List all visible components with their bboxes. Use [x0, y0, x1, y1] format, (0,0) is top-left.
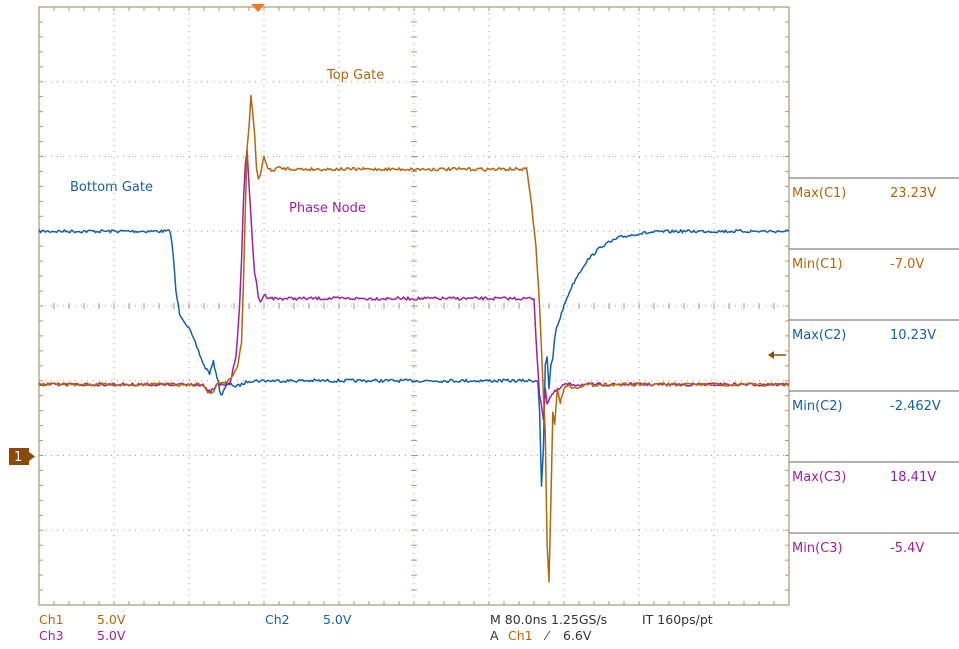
annotation-top-gate: Top Gate	[326, 68, 384, 83]
measurement-panel: Max(C1) 23.23V Min(C1) -7.0V Max(C2) 10.23V Mi…	[789, 177, 959, 556]
ch3-scale: 5.0V	[97, 628, 126, 643]
measurement-row: Max(C1) 23.23V	[789, 177, 959, 201]
annotation-phase-node: Phase Node	[289, 201, 366, 216]
trace-ch1	[38, 94, 790, 583]
measurement-value: -5.4V	[890, 541, 924, 556]
channel-1-ground-marker: 1	[9, 448, 35, 465]
measurement-value: -2.462V	[890, 399, 941, 414]
measurement-label: Max(C2)	[792, 328, 846, 343]
measurement-label: Min(C1)	[792, 257, 843, 272]
ch1-scale: 5.0V	[97, 612, 126, 627]
measurement-row: Min(C3) -5.4V	[789, 532, 959, 556]
trigger-channel: Ch1	[508, 628, 533, 643]
measurement-row: Min(C2) -2.462V	[789, 390, 959, 414]
channel-readouts: Ch1 5.0V Ch3 5.0V Ch2 5.0V	[39, 612, 352, 643]
measurement-label: Max(C3)	[792, 470, 846, 485]
timebase-readout: M 80.0ns 1.25GS/s IT 160ps/pt A Ch1 ⁄ 6.…	[490, 612, 713, 643]
ch2-scale: 5.0V	[323, 612, 352, 627]
channel-1-marker-label: 1	[14, 450, 22, 465]
measurement-value: 10.23V	[890, 328, 936, 343]
annotation-bottom-gate: Bottom Gate	[70, 180, 153, 195]
ch1-label: Ch1	[39, 612, 64, 627]
trigger-prefix: A	[490, 628, 499, 643]
measurement-row: Max(C3) 18.41V	[789, 461, 959, 485]
ch2-label: Ch2	[265, 612, 290, 627]
trigger-level: 6.6V	[563, 628, 592, 643]
measurement-label: Max(C1)	[792, 186, 846, 201]
measurement-value: 18.41V	[890, 470, 936, 485]
timebase: M 80.0ns 1.25GS/s	[490, 612, 607, 627]
graticule	[38, 6, 790, 606]
measurement-label: Min(C2)	[792, 399, 843, 414]
measurement-row: Min(C1) -7.0V	[789, 248, 959, 272]
trigger-slope-icon: ⁄	[543, 628, 551, 643]
interpolation: IT 160ps/pt	[642, 612, 713, 627]
measurement-label: Min(C3)	[792, 541, 843, 556]
trigger-position-marker	[251, 4, 265, 12]
waveform-traces	[38, 94, 790, 583]
trace-ch2	[38, 228, 790, 487]
ch3-label: Ch3	[39, 628, 64, 643]
measurement-value: 23.23V	[890, 186, 936, 201]
measurement-row: Max(C2) 10.23V	[789, 319, 959, 343]
trigger-level-arrow-icon	[768, 351, 786, 359]
measurement-value: -7.0V	[890, 257, 924, 272]
